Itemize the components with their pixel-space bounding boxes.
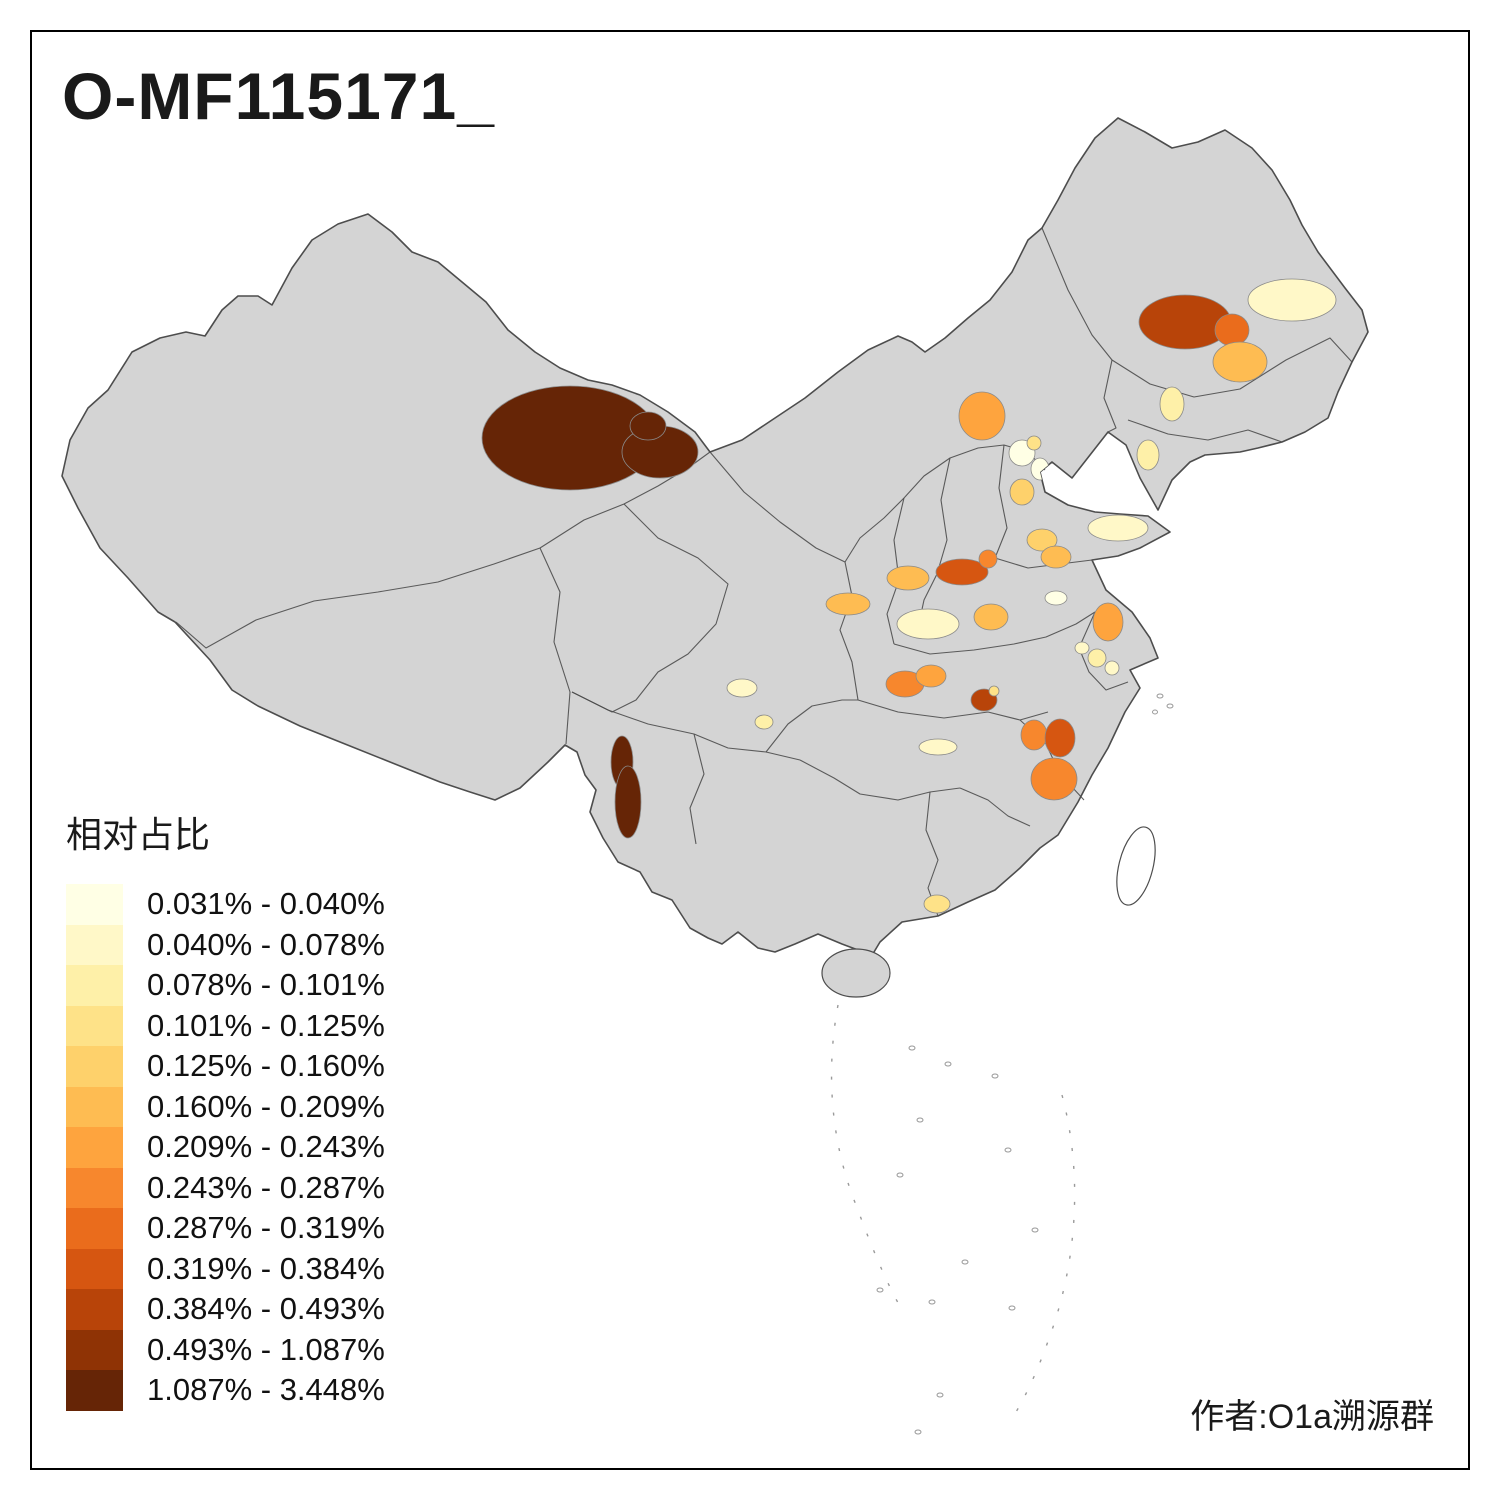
page-title: O-MF115171_ xyxy=(62,59,495,133)
map-region-highlight xyxy=(1136,439,1160,471)
map-region-highlight xyxy=(1159,386,1185,422)
map-region-highlight xyxy=(1026,435,1042,451)
map-region-highlight xyxy=(1009,478,1035,506)
legend-swatch xyxy=(66,924,123,965)
map-region-highlight xyxy=(1131,694,1145,726)
legend-label: 0.101% - 0.125% xyxy=(147,1007,385,1043)
map-region-highlight xyxy=(1247,278,1337,322)
mainland-shape xyxy=(61,117,1369,963)
legend-swatch xyxy=(66,1005,123,1046)
legend-swatch xyxy=(66,1086,123,1127)
legend-row: 0.160% - 0.209% xyxy=(66,1086,385,1127)
map-region-highlight xyxy=(1104,660,1120,676)
map-region-highlight xyxy=(1044,718,1076,758)
map-region-highlight xyxy=(629,411,667,441)
legend-row: 0.243% - 0.287% xyxy=(66,1167,385,1208)
map-region-highlight xyxy=(973,603,1009,631)
legend-label: 0.243% - 0.287% xyxy=(147,1169,385,1205)
map-region-highlight xyxy=(896,608,960,640)
map-region-highlight xyxy=(754,714,774,730)
hainan-island xyxy=(821,948,891,998)
legend-row: 0.101% - 0.125% xyxy=(66,1005,385,1046)
legend-label: 0.287% - 0.319% xyxy=(147,1210,385,1246)
map-region-highlight xyxy=(978,549,998,569)
legend-swatch xyxy=(66,1248,123,1289)
legend-row: 0.287% - 0.319% xyxy=(66,1208,385,1249)
map-region-highlight xyxy=(886,565,930,591)
legend-row: 0.078% - 0.101% xyxy=(66,965,385,1006)
choropleth-highlights xyxy=(481,278,1337,914)
coastal-islets xyxy=(1152,693,1174,715)
map-region-highlight xyxy=(915,664,947,688)
map-region-highlight xyxy=(1040,545,1072,569)
legend-swatch xyxy=(66,1289,123,1330)
map-region-highlight xyxy=(614,765,642,839)
legend-label: 0.078% - 0.101% xyxy=(147,967,385,1003)
legend-label: 0.040% - 0.078% xyxy=(147,926,385,962)
map-region-highlight xyxy=(825,592,871,616)
legend-label: 0.031% - 0.040% xyxy=(147,886,385,922)
legend-label: 0.160% - 0.209% xyxy=(147,1088,385,1124)
map-region-highlight xyxy=(1074,641,1090,655)
legend-label: 0.493% - 1.087% xyxy=(147,1331,385,1367)
legend: 相对占比 0.031% - 0.040% 0.040% - 0.078% 0.078… xyxy=(66,806,385,1411)
map-region-highlight xyxy=(726,678,758,698)
south-china-sea xyxy=(830,1004,1076,1435)
map-region-highlight xyxy=(1030,757,1078,801)
legend-label: 0.384% - 0.493% xyxy=(147,1291,385,1327)
legend-rows: 0.031% - 0.040% 0.040% - 0.078% 0.078% - 0… xyxy=(66,884,385,1411)
map-region-highlight xyxy=(1087,648,1107,668)
province-borders xyxy=(175,227,1353,917)
legend-label: 0.125% - 0.160% xyxy=(147,1048,385,1084)
map-region-highlight xyxy=(1030,457,1050,481)
legend-row: 0.040% - 0.078% xyxy=(66,924,385,965)
legend-row: 0.319% - 0.384% xyxy=(66,1248,385,1289)
map-region-highlight xyxy=(1020,719,1048,751)
legend-label: 1.087% - 3.448% xyxy=(147,1372,385,1408)
attribution: 作者:O1a溯源群 xyxy=(1190,1398,1434,1436)
legend-swatch xyxy=(66,1046,123,1087)
map-region-highlight xyxy=(1214,313,1250,347)
map-region-highlight xyxy=(1212,341,1268,383)
map-region-highlight xyxy=(988,685,1000,697)
map-region-highlight xyxy=(1026,528,1058,552)
map-region-highlight xyxy=(923,894,951,914)
legend-title: 相对占比 xyxy=(66,814,211,855)
map-region-highlight xyxy=(918,738,958,756)
legend-label: 0.319% - 0.384% xyxy=(147,1250,385,1286)
legend-row: 0.384% - 0.493% xyxy=(66,1289,385,1330)
taiwan-island xyxy=(1116,826,1156,906)
legend-swatch xyxy=(66,1370,123,1411)
legend-swatch xyxy=(66,1208,123,1249)
legend-row: 0.031% - 0.040% xyxy=(66,884,385,925)
legend-row: 0.125% - 0.160% xyxy=(66,1046,385,1087)
map-region-highlight xyxy=(1087,514,1149,542)
legend-swatch xyxy=(66,1167,123,1208)
legend-row: 1.087% - 3.448% xyxy=(66,1370,385,1411)
map-region-highlight xyxy=(958,391,1006,441)
legend-label: 0.209% - 0.243% xyxy=(147,1129,385,1165)
map-region-highlight xyxy=(1044,590,1068,606)
legend-swatch xyxy=(66,1127,123,1168)
legend-swatch xyxy=(66,1329,123,1370)
legend-row: 0.493% - 1.087% xyxy=(66,1329,385,1370)
legend-swatch xyxy=(66,884,123,925)
map-region-highlight xyxy=(1092,602,1124,642)
legend-row: 0.209% - 0.243% xyxy=(66,1127,385,1168)
legend-swatch xyxy=(66,965,123,1006)
map-region-highlight xyxy=(935,558,989,586)
